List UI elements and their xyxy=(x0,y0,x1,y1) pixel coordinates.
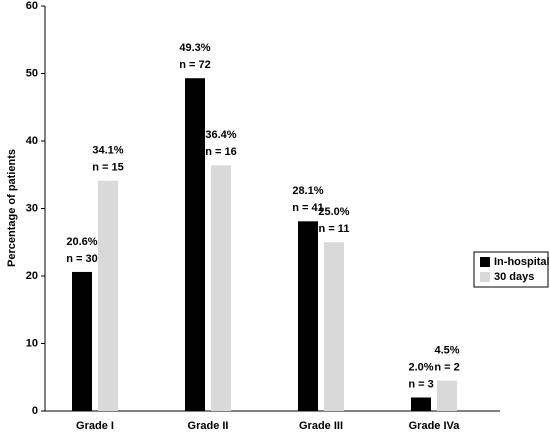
x-tick-label: Grade IVa xyxy=(409,420,461,432)
bar xyxy=(185,78,205,411)
bar xyxy=(298,221,318,411)
n-label: n = 16 xyxy=(205,146,237,158)
value-label: 36.4% xyxy=(205,129,236,141)
n-label: n = 72 xyxy=(179,59,211,71)
legend-swatch xyxy=(480,257,490,267)
n-label: n = 11 xyxy=(319,223,350,235)
x-tick-label: Grade II xyxy=(188,420,229,432)
bar xyxy=(211,165,231,411)
value-label: 2.0% xyxy=(408,361,433,373)
n-label: n = 30 xyxy=(66,253,98,265)
y-tick-label: 20 xyxy=(26,270,38,282)
value-label: 49.3% xyxy=(179,42,210,54)
y-tick-label: 50 xyxy=(26,67,38,79)
y-tick-label: 30 xyxy=(26,202,38,214)
bar xyxy=(98,180,118,411)
bar xyxy=(324,242,344,411)
y-tick-label: 60 xyxy=(26,0,38,12)
value-label: 28.1% xyxy=(292,185,323,197)
legend-swatch xyxy=(480,272,490,282)
x-tick-label: Grade III xyxy=(299,420,343,432)
n-label: n = 41 xyxy=(292,202,324,214)
n-label: n = 2 xyxy=(434,362,459,374)
value-label: 4.5% xyxy=(434,345,459,357)
bar xyxy=(72,271,92,411)
y-tick-label: 40 xyxy=(26,135,38,147)
n-label: n = 3 xyxy=(408,378,433,390)
x-tick-label: Grade I xyxy=(76,420,114,432)
y-axis-label: Percentage of patients xyxy=(6,149,18,267)
value-label: 34.1% xyxy=(92,145,123,157)
y-tick-label: 10 xyxy=(26,337,38,349)
value-label: 20.6% xyxy=(66,236,97,248)
bar xyxy=(437,380,457,411)
y-tick-label: 0 xyxy=(32,405,38,417)
bar xyxy=(411,397,431,411)
value-label: 25.0% xyxy=(318,206,349,218)
legend-label: In-hospital xyxy=(494,256,550,268)
n-label: n = 15 xyxy=(92,162,124,174)
legend-label: 30 days xyxy=(494,271,534,283)
